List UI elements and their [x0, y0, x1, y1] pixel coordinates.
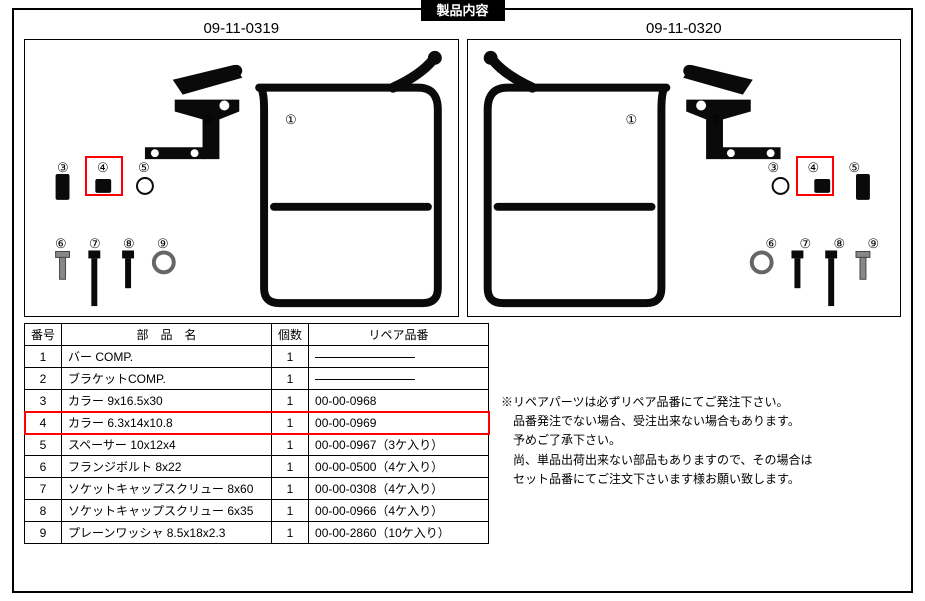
cell-repair: 00-00-2860（10ケ入り） [309, 522, 489, 544]
callout-number: ⑨ [157, 236, 169, 252]
cell-qty: 1 [272, 368, 309, 390]
callout-number: ⑨ [868, 236, 880, 252]
cell-name: ソケットキャップスクリュー 6x35 [62, 500, 272, 522]
callout-number: ② [710, 112, 722, 128]
diagram-right-box: ① ② ③ ④ ⑤ ⑥ ⑦ ⑧ ⑨ [467, 39, 902, 317]
cell-repair [309, 368, 489, 390]
cell-repair: 00-00-0500（4ケ入り） [309, 456, 489, 478]
cell-no: 2 [25, 368, 62, 390]
cell-repair [309, 346, 489, 368]
callout-number: ② [203, 112, 215, 128]
callout-number: ⑥ [55, 236, 67, 252]
cell-repair: 00-00-0308（4ケ入り） [309, 478, 489, 500]
notes-block: ※リペアパーツは必ずリペア品番にてご発注下さい。 品番発注でない場合、受注出来な… [501, 323, 813, 544]
callout-number: ⑧ [834, 236, 846, 252]
diagram-left-code: 09-11-0319 [24, 18, 459, 39]
callout-number: ④ [97, 160, 109, 176]
cell-name: カラー 9x16.5x30 [62, 390, 272, 412]
cell-name: スペーサー 10x12x4 [62, 434, 272, 456]
note-line: 尚、単品出荷出来ない部品もありますので、その場合は [501, 451, 813, 470]
note-line: 品番発注でない場合、受注出来ない場合もあります。 [501, 412, 813, 431]
cell-repair: 00-00-0967（3ケ入り） [309, 434, 489, 456]
table-row: 6フランジボルト 8x22100-00-0500（4ケ入り） [25, 456, 489, 478]
cell-qty: 1 [272, 434, 309, 456]
cell-no: 4 [25, 412, 62, 434]
note-line: ※リペアパーツは必ずリペア品番にてご発注下さい。 [501, 393, 813, 412]
cell-no: 9 [25, 522, 62, 544]
note-line: 予めご了承下さい。 [501, 431, 813, 450]
callout-number: ⑥ [766, 236, 778, 252]
page-frame: 製品内容 09-11-0319 [12, 8, 913, 593]
table-row: 4カラー 6.3x14x10.8100-00-0969 [25, 412, 489, 434]
cell-name: ソケットキャップスクリュー 8x60 [62, 478, 272, 500]
callout-number: ③ [57, 160, 69, 176]
cell-qty: 1 [272, 522, 309, 544]
th-repair: リペア品番 [309, 324, 489, 346]
cell-name: プレーンワッシャ 8.5x18x2.3 [62, 522, 272, 544]
cell-no: 7 [25, 478, 62, 500]
cell-no: 5 [25, 434, 62, 456]
diagram-right-code: 09-11-0320 [467, 18, 902, 39]
table-row: 8ソケットキャップスクリュー 6x35100-00-0966（4ケ入り） [25, 500, 489, 522]
callout-number: ⑧ [123, 236, 135, 252]
callout-number: ④ [808, 160, 820, 176]
diagram-right-svg [468, 40, 901, 316]
diagram-left-box: ① ② ③ ④ ⑤ ⑥ ⑦ ⑧ ⑨ [24, 39, 459, 317]
lower-row: 番号 部 品 名 個数 リペア品番 1バー COMP.12ブラケットCOMP.1… [14, 321, 911, 552]
cell-qty: 1 [272, 456, 309, 478]
title-bar: 製品内容 [420, 0, 504, 21]
cell-qty: 1 [272, 412, 309, 434]
cell-no: 1 [25, 346, 62, 368]
table-row: 3カラー 9x16.5x30100-00-0968 [25, 390, 489, 412]
callout-number: ③ [768, 160, 780, 176]
cell-name: カラー 6.3x14x10.8 [62, 412, 272, 434]
diagram-row: 09-11-0319 [14, 10, 911, 321]
parts-table: 番号 部 品 名 個数 リペア品番 1バー COMP.12ブラケットCOMP.1… [24, 323, 489, 544]
note-line: セット品番にてご注文下さいます様お願い致します。 [501, 470, 813, 489]
cell-qty: 1 [272, 346, 309, 368]
th-name: 部 品 名 [62, 324, 272, 346]
cell-repair: 00-00-0969 [309, 412, 489, 434]
table-row: 7ソケットキャップスクリュー 8x60100-00-0308（4ケ入り） [25, 478, 489, 500]
table-row: 9プレーンワッシャ 8.5x18x2.3100-00-2860（10ケ入り） [25, 522, 489, 544]
table-row: 1バー COMP.1 [25, 346, 489, 368]
diagram-right: 09-11-0320 [467, 18, 902, 317]
table-row: 5スペーサー 10x12x4100-00-0967（3ケ入り） [25, 434, 489, 456]
table-row: 2ブラケットCOMP.1 [25, 368, 489, 390]
th-no: 番号 [25, 324, 62, 346]
cell-name: バー COMP. [62, 346, 272, 368]
cell-repair: 00-00-0966（4ケ入り） [309, 500, 489, 522]
callout-number: ⑤ [138, 160, 150, 176]
th-qty: 個数 [272, 324, 309, 346]
cell-repair: 00-00-0968 [309, 390, 489, 412]
cell-no: 6 [25, 456, 62, 478]
cell-qty: 1 [272, 478, 309, 500]
diagram-left: 09-11-0319 [24, 18, 459, 317]
cell-no: 3 [25, 390, 62, 412]
callout-number: ⑦ [800, 236, 812, 252]
cell-qty: 1 [272, 500, 309, 522]
cell-name: フランジボルト 8x22 [62, 456, 272, 478]
cell-no: 8 [25, 500, 62, 522]
callout-number: ① [285, 112, 297, 128]
cell-qty: 1 [272, 390, 309, 412]
callout-number: ⑦ [89, 236, 101, 252]
callout-number: ⑤ [849, 160, 861, 176]
callout-number: ① [626, 112, 638, 128]
cell-name: ブラケットCOMP. [62, 368, 272, 390]
